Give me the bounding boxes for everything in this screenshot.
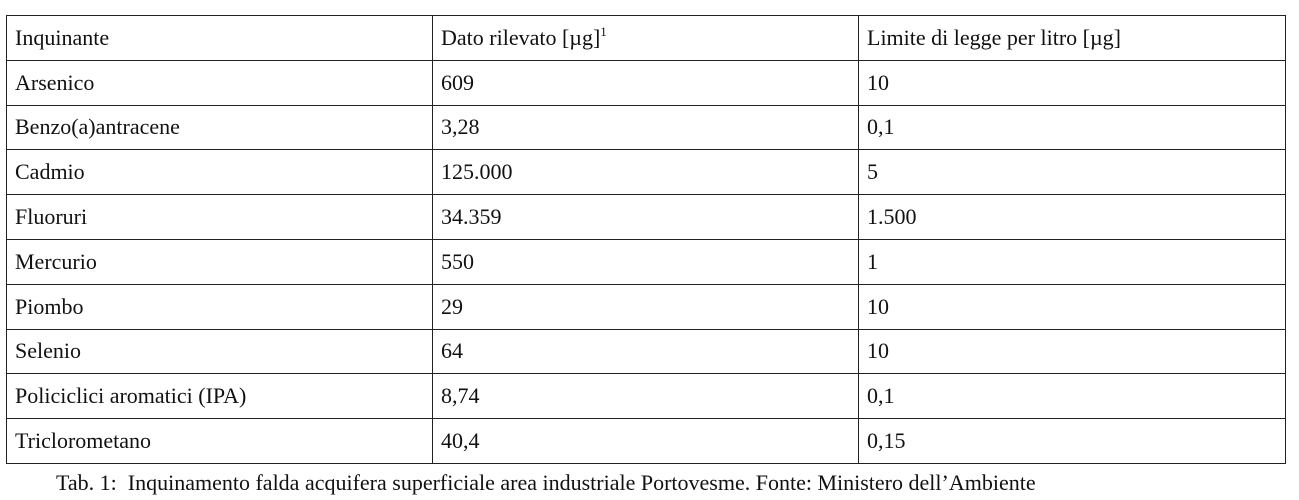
table-row: Selenio 64 10 bbox=[6, 328, 1286, 375]
table-cell: 5 bbox=[858, 149, 1286, 196]
header-cell: Dato rilevato [µg]1 bbox=[432, 15, 859, 61]
table-cell: Policiclici aromatici (IPA) bbox=[6, 373, 433, 420]
table-cell: 8,74 bbox=[432, 373, 859, 420]
table-cell: 3,28 bbox=[432, 104, 859, 151]
caption: Tab. 1: Inquinamento falda acquifera sup… bbox=[56, 470, 1036, 495]
table-cell: Benzo(a)antracene bbox=[6, 104, 433, 151]
table-row: Mercurio 550 1 bbox=[6, 238, 1286, 285]
table-cell: 0,1 bbox=[858, 104, 1286, 151]
table-cell: 1 bbox=[858, 238, 1286, 285]
table-cell: Cadmio bbox=[6, 149, 433, 196]
table-row: Cadmio 125.000 5 bbox=[6, 149, 1286, 196]
table-cell: 1.500 bbox=[858, 194, 1286, 240]
table-cell: Triclorometano bbox=[6, 418, 433, 464]
header-text: Dato rilevato [µg] bbox=[441, 25, 601, 51]
table-cell: 40,4 bbox=[432, 418, 859, 464]
table-cell: 0,15 bbox=[858, 418, 1286, 464]
table-cell: Fluoruri bbox=[6, 194, 433, 240]
table-cell: 10 bbox=[858, 283, 1286, 330]
table-body: Inquinante Dato rilevato [µg]1 Limite di… bbox=[6, 15, 1286, 464]
footnote-mark: 1 bbox=[600, 24, 607, 40]
table-row: Benzo(a)antracene 3,28 0,1 bbox=[6, 104, 1286, 151]
table-row: Piombo 29 10 bbox=[6, 283, 1286, 330]
table-cell: 29 bbox=[432, 283, 859, 330]
table-cell: 10 bbox=[858, 328, 1286, 375]
header-cell: Limite di legge per litro [µg] bbox=[858, 15, 1286, 61]
table-row: Policiclici aromatici (IPA) 8,74 0,1 bbox=[6, 373, 1286, 420]
table-cell: 550 bbox=[432, 238, 859, 285]
header-cell: Inquinante bbox=[6, 15, 433, 61]
table-cell: Selenio bbox=[6, 328, 433, 375]
table-row: Fluoruri 34.359 1.500 bbox=[6, 194, 1286, 240]
pollutant-table: Inquinante Dato rilevato [µg]1 Limite di… bbox=[6, 15, 1286, 464]
table-row: Triclorometano 40,4 0,15 bbox=[6, 418, 1286, 464]
table-cell: Piombo bbox=[6, 283, 433, 330]
table-cell: 0,1 bbox=[858, 373, 1286, 420]
table-cell: 10 bbox=[858, 59, 1286, 106]
table-cell: 609 bbox=[432, 59, 859, 106]
table-cell: Arsenico bbox=[6, 59, 433, 106]
table-cell: 34.359 bbox=[432, 194, 859, 240]
table-cell: Mercurio bbox=[6, 238, 433, 285]
table-row: Arsenico 609 10 bbox=[6, 59, 1286, 106]
header-row: Inquinante Dato rilevato [µg]1 Limite di… bbox=[6, 15, 1286, 61]
table-cell: 125.000 bbox=[432, 149, 859, 196]
table-cell: 64 bbox=[432, 328, 859, 375]
